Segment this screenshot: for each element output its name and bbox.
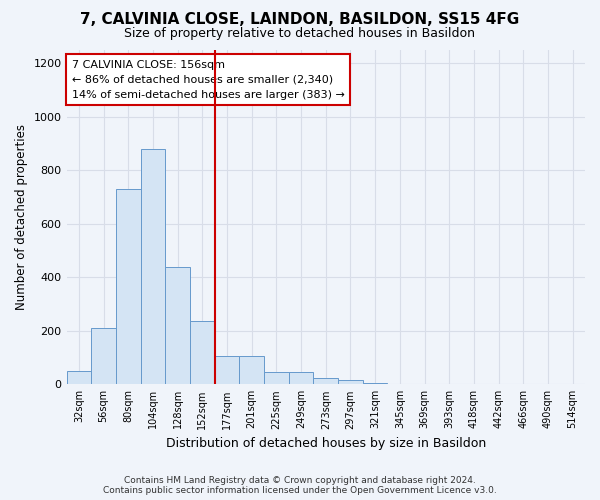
Text: Size of property relative to detached houses in Basildon: Size of property relative to detached ho… [125, 28, 476, 40]
Bar [239, 356, 264, 384]
Bar [91, 328, 116, 384]
Y-axis label: Number of detached properties: Number of detached properties [15, 124, 28, 310]
Text: Contains HM Land Registry data © Crown copyright and database right 2024.
Contai: Contains HM Land Registry data © Crown c… [103, 476, 497, 495]
Bar [215, 356, 239, 384]
Bar [140, 149, 165, 384]
Bar [289, 372, 313, 384]
Bar [67, 371, 91, 384]
X-axis label: Distribution of detached houses by size in Basildon: Distribution of detached houses by size … [166, 437, 486, 450]
Bar [313, 378, 338, 384]
Text: 7, CALVINIA CLOSE, LAINDON, BASILDON, SS15 4FG: 7, CALVINIA CLOSE, LAINDON, BASILDON, SS… [80, 12, 520, 28]
Bar [116, 189, 140, 384]
Bar [190, 322, 215, 384]
Bar [338, 380, 363, 384]
Text: 7 CALVINIA CLOSE: 156sqm
← 86% of detached houses are smaller (2,340)
14% of sem: 7 CALVINIA CLOSE: 156sqm ← 86% of detach… [72, 60, 344, 100]
Bar [165, 266, 190, 384]
Bar [363, 383, 388, 384]
Bar [264, 372, 289, 384]
